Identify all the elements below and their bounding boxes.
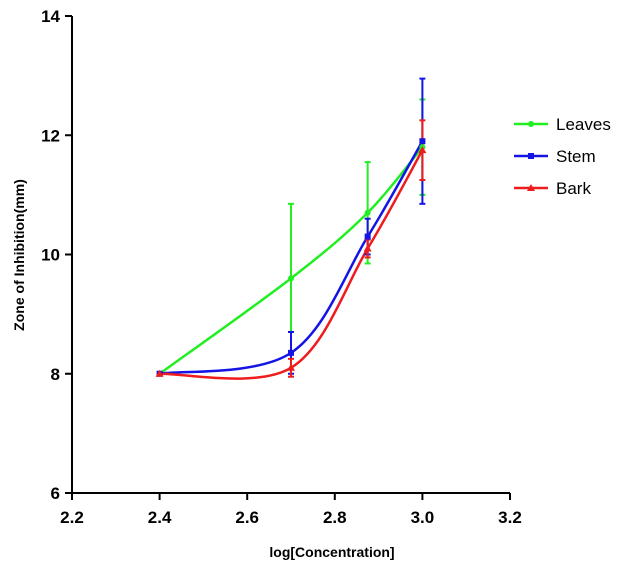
x-tick-label: 3.2 — [498, 508, 522, 527]
series-lines — [158, 140, 424, 380]
x-tick-label: 2.6 — [235, 508, 259, 527]
y-tick-group: 6 8 10 12 14 — [41, 7, 72, 503]
series-markers — [155, 138, 427, 377]
series-error-bars — [288, 77, 426, 378]
data-point-bark — [418, 146, 427, 154]
y-tick-label: 8 — [51, 365, 60, 384]
data-point-bark — [363, 244, 372, 252]
y-tick-label: 14 — [41, 7, 60, 26]
legend: Leaves Stem Bark — [514, 115, 611, 198]
data-point-stem — [288, 349, 294, 356]
data-point-stem — [419, 138, 426, 145]
legend-marker-stem — [528, 153, 534, 159]
data-point-leaves — [288, 275, 294, 282]
data-point-stem — [364, 233, 371, 240]
legend-label-leaves: Leaves — [556, 115, 611, 134]
legend-label-bark: Bark — [556, 179, 591, 198]
x-tick-label: 3.0 — [411, 508, 435, 527]
series-line-leaves — [158, 146, 424, 375]
x-axis-title: log[Concentration] — [269, 544, 394, 560]
series-line-stem — [159, 140, 424, 375]
x-tick-label: 2.4 — [148, 508, 172, 527]
y-axis-title: Zone of Inhibition(mm) — [11, 179, 27, 331]
y-tick-label: 6 — [51, 484, 60, 503]
x-tick-label: 2.8 — [323, 508, 347, 527]
data-point-leaves — [364, 209, 371, 216]
data-point-bark — [155, 369, 164, 377]
series-line-bark — [159, 149, 424, 380]
x-tick-label: 2.2 — [60, 508, 84, 527]
legend-marker-bark — [527, 184, 535, 191]
data-point-bark — [287, 363, 295, 371]
x-tick-group: 2.2 2.4 2.6 2.8 3.0 3.2 — [60, 493, 522, 527]
y-tick-label: 12 — [41, 126, 60, 145]
legend-label-stem: Stem — [556, 147, 596, 166]
legend-marker-leaves — [528, 121, 534, 127]
y-tick-label: 10 — [41, 246, 60, 265]
